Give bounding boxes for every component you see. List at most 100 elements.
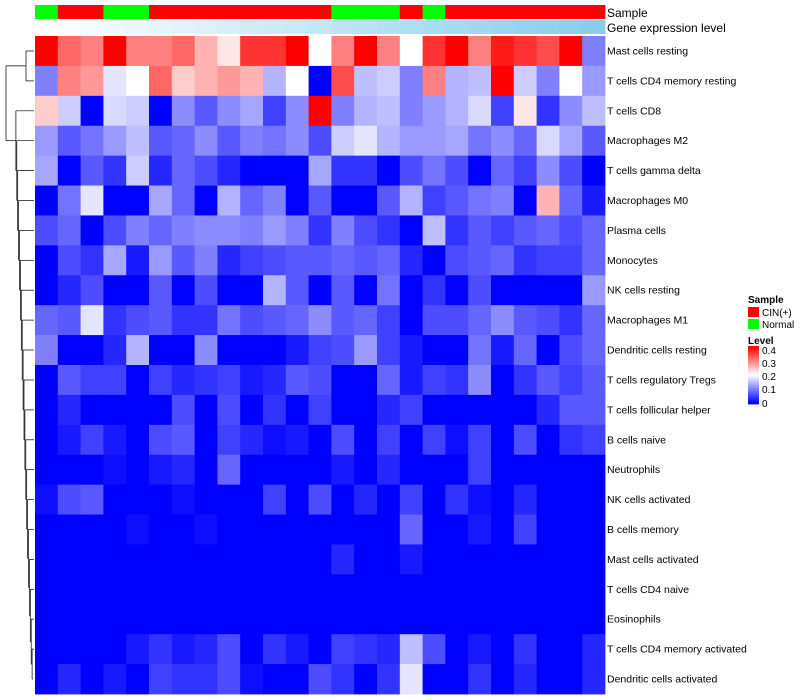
heat-cell-r4-c9 <box>240 155 264 186</box>
row-label: NK cells activated <box>607 494 691 506</box>
heat-cell-r9-c11 <box>285 305 309 336</box>
heat-cell-r4-c0 <box>35 155 59 186</box>
heat-cell-r12-c14 <box>354 394 378 426</box>
heat-cell-r14-c3 <box>103 454 127 486</box>
heat-cell-r3-c23 <box>559 125 583 157</box>
heat-cell-r9-c23 <box>559 305 583 336</box>
level-gradient-step <box>748 379 759 382</box>
heat-cell-r7-c14 <box>354 245 378 276</box>
heat-cell-r8-c1 <box>57 275 81 306</box>
heat-cell-r20-c0 <box>35 634 59 665</box>
heat-cell-r20-c1 <box>57 634 81 665</box>
heat-cell-r7-c0 <box>35 245 59 276</box>
heat-cell-r20-c6 <box>171 634 195 665</box>
heat-cell-r7-c21 <box>513 245 537 276</box>
heat-cell-r18-c0 <box>35 574 59 605</box>
heat-cell-r14-c15 <box>377 454 401 486</box>
heat-cell-r15-c3 <box>103 484 127 515</box>
heat-cell-r6-c12 <box>308 215 332 246</box>
heat-cell-r12-c0 <box>35 394 59 426</box>
heat-cell-r16-c2 <box>80 514 104 545</box>
heat-cell-r7-c8 <box>217 245 241 276</box>
heat-cell-r8-c18 <box>445 275 469 306</box>
heat-cell-r21-c18 <box>445 664 469 695</box>
heat-cell-r8-c3 <box>103 275 127 306</box>
heat-cell-r18-c13 <box>331 574 355 605</box>
heat-cell-r7-c3 <box>103 245 127 276</box>
level-gradient-step <box>748 366 759 369</box>
heat-cell-r9-c8 <box>217 305 241 336</box>
heat-cell-r20-c3 <box>103 634 127 665</box>
heat-cell-r16-c20 <box>491 514 515 545</box>
heat-cell-r13-c10 <box>263 424 287 456</box>
heat-cell-r2-c21 <box>513 95 537 127</box>
heat-cell-r19-c4 <box>126 604 150 635</box>
heat-cell-r20-c24 <box>582 634 606 665</box>
heat-cell-r8-c7 <box>194 275 218 306</box>
heat-cell-r7-c24 <box>582 245 606 276</box>
heat-cell-r19-c5 <box>149 604 173 635</box>
heat-cell-r19-c13 <box>331 604 355 635</box>
row-label: T cells CD8 <box>607 105 661 117</box>
heat-cell-r10-c24 <box>582 335 606 366</box>
heat-cell-r8-c10 <box>263 275 287 306</box>
heat-cell-r6-c24 <box>582 215 606 246</box>
level-gradient-step <box>748 351 759 354</box>
heat-cell-r9-c6 <box>171 305 195 336</box>
row-label: B cells naive <box>607 434 666 446</box>
heat-cell-r14-c21 <box>513 454 537 486</box>
heat-cell-r17-c16 <box>399 544 423 575</box>
heat-cell-r2-c20 <box>491 95 515 127</box>
heat-cell-r6-c4 <box>126 215 150 246</box>
heat-cell-r10-c0 <box>35 335 59 366</box>
heat-cell-r17-c15 <box>377 544 401 575</box>
heat-cell-r3-c17 <box>422 125 446 157</box>
level-gradient-step <box>748 377 759 380</box>
heat-cell-r6-c23 <box>559 215 583 246</box>
heat-cell-r3-c6 <box>171 125 195 157</box>
heat-cell-r21-c16 <box>399 664 423 695</box>
heat-cell-r15-c16 <box>399 484 423 515</box>
heat-cell-r4-c7 <box>194 155 218 186</box>
heat-cell-r13-c2 <box>80 424 104 456</box>
sample-annotation-cell <box>103 5 127 19</box>
heat-cell-r5-c10 <box>263 185 287 216</box>
heat-cell-r0-c24 <box>582 36 606 67</box>
heat-cell-r12-c8 <box>217 394 241 426</box>
heat-cell-r2-c17 <box>422 95 446 127</box>
heat-cell-r8-c20 <box>491 275 515 306</box>
heat-cell-r4-c4 <box>126 155 150 186</box>
heat-cell-r8-c4 <box>126 275 150 306</box>
heat-cell-r9-c16 <box>399 305 423 336</box>
heat-cell-r10-c5 <box>149 335 173 366</box>
legend-level-tick-2: 0.2 <box>762 372 776 383</box>
heat-cell-r8-c13 <box>331 275 355 306</box>
heat-cell-r5-c3 <box>103 185 127 216</box>
heat-cell-r7-c22 <box>536 245 560 276</box>
heat-cell-r2-c19 <box>468 95 492 127</box>
heat-cell-r19-c21 <box>513 604 537 635</box>
level-gradient-step <box>748 385 759 387</box>
heat-cell-r7-c12 <box>308 245 332 276</box>
heat-cell-r6-c15 <box>377 215 401 246</box>
heat-cell-r20-c16 <box>399 634 423 665</box>
heat-cell-r17-c13 <box>331 544 355 575</box>
heat-cell-r9-c4 <box>126 305 150 336</box>
heat-cell-r14-c22 <box>536 454 560 486</box>
heat-cell-r14-c24 <box>582 454 606 486</box>
heat-cell-r18-c5 <box>149 574 173 605</box>
heat-cell-r16-c24 <box>582 514 606 545</box>
legend-swatch-normal <box>748 319 759 329</box>
heat-cell-r4-c12 <box>308 155 332 186</box>
heat-cell-r16-c8 <box>217 514 241 545</box>
heat-cell-r16-c16 <box>399 514 423 545</box>
heat-cell-r16-c9 <box>240 514 264 545</box>
heat-cell-r5-c8 <box>217 185 241 216</box>
level-gradient-step <box>748 383 759 386</box>
heat-cell-r12-c22 <box>536 394 560 426</box>
level-gradient-step <box>748 370 759 373</box>
heat-cell-r4-c6 <box>171 155 195 186</box>
heat-cell-r19-c24 <box>582 604 606 635</box>
heat-cell-r15-c22 <box>536 484 560 515</box>
level-gradient-step <box>748 354 759 357</box>
